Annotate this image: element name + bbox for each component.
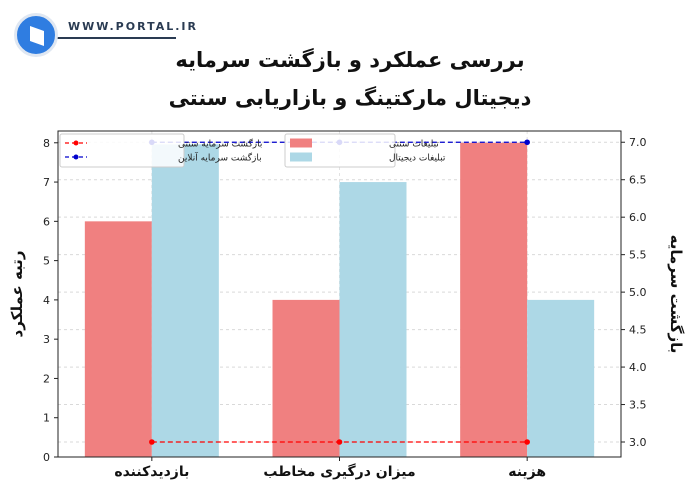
point-online-roi — [524, 139, 530, 146]
legend-bar-label: تبلیغات سنتی — [389, 140, 439, 150]
bar-digital — [151, 144, 219, 457]
x-category-label: هزینه — [508, 464, 546, 480]
left-tick-label: 0 — [43, 451, 50, 464]
left-tick-label: 3 — [43, 333, 50, 346]
right-tick-label: 3.5 — [629, 399, 647, 412]
bar-digital — [527, 299, 595, 457]
left-tick-label: 6 — [43, 215, 50, 228]
legend-line-label: بازگشت سرمایه آنلاین — [178, 152, 262, 164]
point-traditional-roi — [524, 439, 530, 445]
right-tick-label: 7.0 — [629, 136, 647, 149]
bar-traditional — [460, 142, 528, 457]
x-category-label: بازدیدکننده — [114, 464, 189, 480]
right-tick-label: 5.5 — [629, 249, 647, 262]
right-tick-label: 4.5 — [629, 324, 647, 337]
legend-bar-swatch — [290, 152, 312, 162]
left-tick-label: 2 — [43, 372, 50, 385]
left-tick-label: 1 — [43, 412, 50, 425]
x-category-label: میزان درگیری مخاطب — [263, 463, 415, 480]
legend-line-marker — [73, 154, 79, 160]
bar-traditional — [84, 221, 152, 457]
right-tick-label: 6.5 — [629, 174, 647, 187]
chart-title-line-2: دیجیتال مارکتینگ و بازاریابی سنتی — [168, 86, 532, 110]
right-tick-label: 5.0 — [629, 286, 647, 299]
bar-digital — [339, 182, 407, 457]
legend-lines-box — [59, 133, 185, 168]
left-tick-label: 7 — [43, 176, 50, 189]
left-tick-label: 8 — [43, 137, 50, 150]
brand-underline — [30, 37, 176, 39]
legend-bars-box — [284, 133, 396, 168]
left-tick-label: 4 — [43, 294, 50, 307]
point-traditional-roi — [149, 439, 155, 445]
legend-line-label: بازگشت سرمایه سنتی — [178, 138, 262, 150]
left-tick-label: 5 — [43, 255, 50, 268]
legend-bar-label: تبلیغات دیجیتال — [389, 154, 446, 164]
right-tick-label: 6.0 — [629, 211, 647, 224]
portal-logo-icon — [14, 13, 58, 57]
left-axis-title: رتبه عملکرد — [8, 251, 26, 338]
right-axis-title: بازگشت سرمایه — [667, 235, 685, 354]
right-tick-label: 3.0 — [629, 436, 647, 449]
legend-bar-swatch — [290, 138, 312, 148]
brand-site-text: WWW.PORTAL.IR — [68, 20, 198, 33]
legend-line-marker — [73, 140, 79, 146]
point-traditional-roi — [336, 439, 343, 445]
bar-traditional — [272, 299, 340, 457]
chart-title-line-1: بررسی عملکرد و بازگشت سرمایه — [175, 48, 525, 72]
right-tick-label: 4.0 — [629, 361, 647, 374]
